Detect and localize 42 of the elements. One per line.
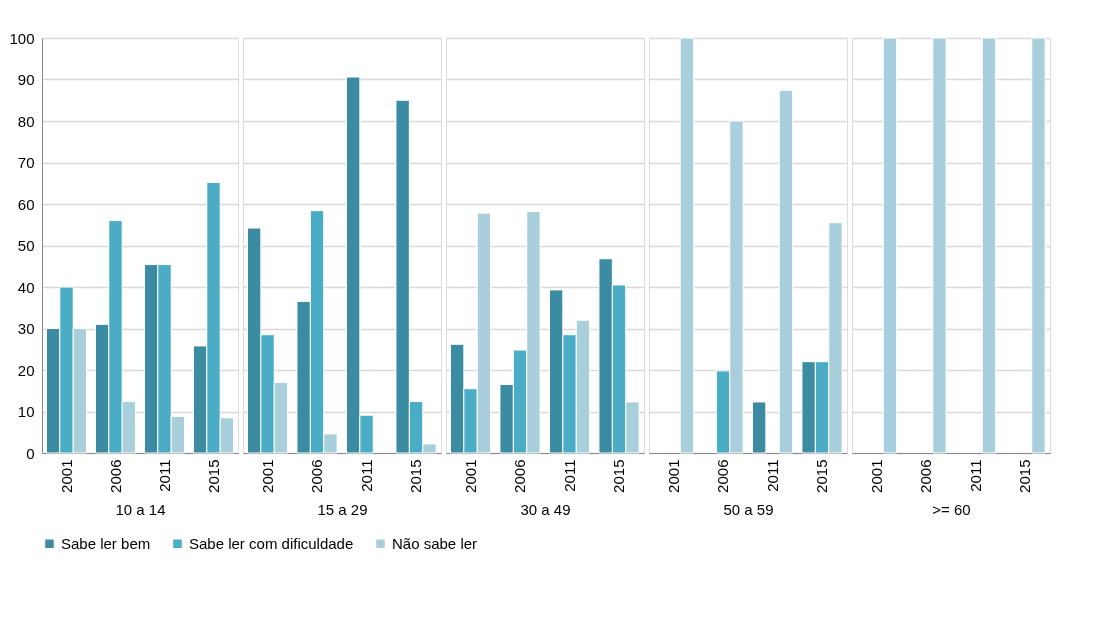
x-tick-label: 2011 xyxy=(155,459,173,492)
x-tick-label: 2011 xyxy=(357,459,375,492)
x-tick-label: 2001 xyxy=(57,459,75,493)
y-tick-label: 80 xyxy=(17,112,35,130)
x-tick-label: 2015 xyxy=(204,459,222,493)
bar xyxy=(778,89,794,454)
x-tick-label: 2011 xyxy=(966,459,984,492)
y-tick-label: 50 xyxy=(17,237,35,254)
x-tick-label: 2006 xyxy=(511,459,529,493)
y-tick-label: 60 xyxy=(17,195,35,213)
x-tick-label: 2001 xyxy=(258,459,276,493)
y-tick-label: 20 xyxy=(17,361,35,379)
legend-label: Não sabe ler xyxy=(392,534,478,552)
x-tick-label: 2006 xyxy=(917,459,935,493)
x-tick-label: 2011 xyxy=(560,459,578,492)
x-tick-label: 2001 xyxy=(664,459,682,493)
x-tick-label: 2001 xyxy=(461,459,479,493)
y-tick-label: 100 xyxy=(9,29,35,47)
legend-label: Sabe ler com dificuldade xyxy=(189,534,354,552)
y-tick-label: 10 xyxy=(17,403,35,420)
x-axis-title: 10 a 14 xyxy=(115,500,166,518)
x-axis-title: 30 a 49 xyxy=(520,500,571,518)
x-tick-label: 2006 xyxy=(308,459,326,493)
y-tick-label: 40 xyxy=(17,278,35,296)
x-axis-title: 50 a 59 xyxy=(723,500,774,518)
x-tick-label: 2015 xyxy=(407,459,425,493)
x-tick-label: 2006 xyxy=(714,459,732,493)
x-axis-title: 15 a 29 xyxy=(317,500,368,518)
y-tick-label: 70 xyxy=(17,154,35,171)
x-tick-label: 2006 xyxy=(106,459,124,493)
legend-label: Sabe ler bem xyxy=(61,534,151,552)
y-tick-label: 90 xyxy=(17,71,35,88)
y-tick-label: 0 xyxy=(26,444,35,462)
bar xyxy=(751,401,767,454)
bar xyxy=(679,37,695,454)
x-axis-title: >= 60 xyxy=(932,500,971,518)
x-tick-label: 2011 xyxy=(763,459,781,492)
x-tick-label: 2015 xyxy=(610,459,628,493)
x-tick-label: 2001 xyxy=(867,459,885,493)
y-tick-label: 30 xyxy=(17,320,35,337)
x-tick-label: 2015 xyxy=(1016,459,1034,493)
x-tick-label: 2015 xyxy=(813,459,831,493)
